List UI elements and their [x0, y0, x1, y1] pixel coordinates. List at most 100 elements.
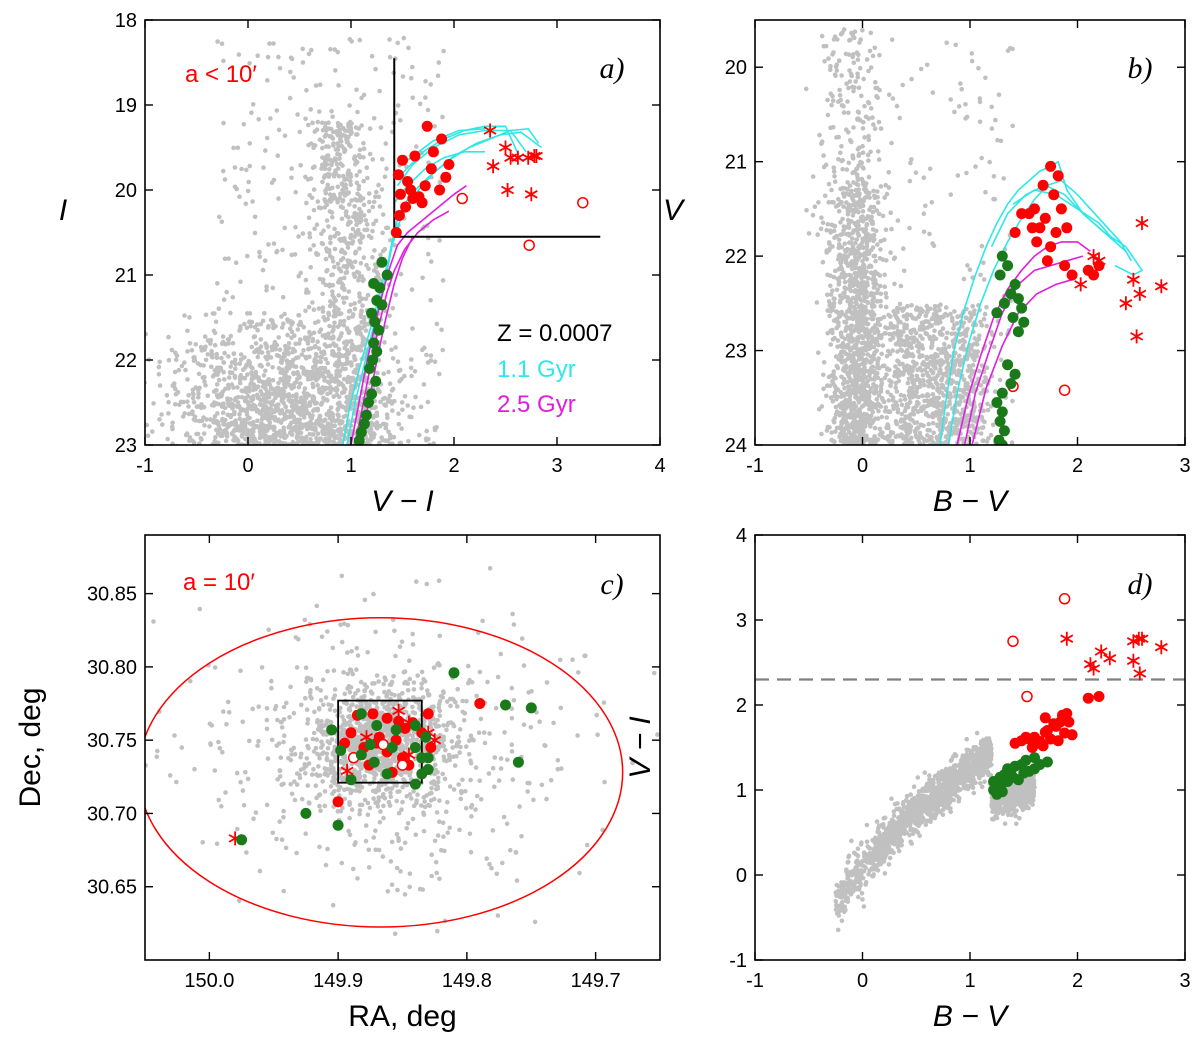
- field-star: [913, 330, 919, 336]
- field-star: [840, 216, 845, 222]
- field-star: [870, 354, 876, 360]
- field-star: [258, 378, 263, 384]
- field-star: [436, 60, 442, 65]
- field-star: [395, 103, 401, 108]
- field-star: [921, 211, 927, 216]
- field-star: [852, 439, 857, 445]
- field-star: [845, 224, 850, 230]
- field-star: [296, 408, 302, 414]
- field-star: [327, 186, 333, 192]
- field-star: [326, 449, 331, 454]
- field-star: [301, 415, 307, 420]
- star-point: [1016, 208, 1028, 220]
- field-star: [855, 71, 860, 77]
- field-star: [191, 400, 197, 405]
- field-star: [960, 343, 966, 348]
- field-star: [306, 304, 312, 310]
- field-star: [836, 58, 842, 63]
- field-star: [940, 326, 946, 331]
- field-star: [268, 317, 274, 323]
- field-star: [279, 449, 284, 454]
- field-star: [872, 126, 878, 131]
- field-star: [274, 249, 279, 255]
- field-star: [836, 99, 841, 104]
- field-star: [868, 386, 874, 391]
- field-star: [264, 343, 269, 349]
- asterisk-point: [1133, 286, 1147, 301]
- field-star: [361, 213, 367, 218]
- field-star: [230, 340, 236, 346]
- field-star: [268, 435, 274, 441]
- field-star: [405, 403, 411, 408]
- field-star: [332, 226, 337, 232]
- field-star: [384, 448, 389, 453]
- field-star: [228, 414, 233, 420]
- field-star: [827, 425, 832, 430]
- field-star: [893, 385, 898, 390]
- field-star: [905, 380, 911, 386]
- field-star: [977, 99, 983, 105]
- field-star: [830, 98, 836, 103]
- field-star: [255, 53, 260, 58]
- field-star: [320, 447, 325, 452]
- field-star: [251, 382, 257, 388]
- field-star: [873, 85, 878, 91]
- field-star: [326, 224, 331, 229]
- field-star: [945, 364, 951, 370]
- field-star: [324, 248, 330, 254]
- field-star: [842, 279, 848, 285]
- field-star: [825, 272, 830, 278]
- field-star: [879, 414, 885, 420]
- field-star: [932, 359, 938, 364]
- field-star: [271, 440, 277, 445]
- field-star: [176, 367, 182, 373]
- field-star: [980, 438, 985, 444]
- field-star: [983, 375, 988, 380]
- star-point: [1026, 222, 1038, 234]
- field-star: [318, 402, 324, 407]
- field-star: [424, 428, 430, 434]
- field-star: [843, 325, 849, 331]
- field-star: [846, 85, 851, 91]
- field-star: [359, 325, 365, 331]
- field-star: [856, 209, 861, 215]
- field-star: [370, 157, 376, 162]
- field-star: [217, 214, 222, 220]
- field-star: [891, 324, 896, 329]
- field-star: [831, 169, 837, 174]
- field-star: [932, 403, 937, 409]
- star-point: [373, 324, 385, 336]
- star-point: [1005, 378, 1017, 390]
- field-star: [182, 411, 187, 416]
- field-star: [277, 66, 283, 71]
- field-star: [212, 342, 218, 348]
- field-star: [245, 401, 251, 406]
- field-star: [266, 389, 271, 395]
- field-star: [960, 331, 966, 336]
- field-star: [241, 122, 247, 127]
- field-star: [205, 352, 211, 357]
- field-star: [911, 406, 916, 411]
- field-star: [338, 257, 344, 263]
- field-star: [387, 449, 392, 454]
- field-star: [288, 319, 293, 324]
- field-star: [296, 234, 301, 239]
- field-star: [895, 407, 901, 412]
- field-star: [314, 127, 320, 132]
- field-star: [326, 331, 331, 337]
- field-star: [884, 258, 889, 263]
- field-star: [410, 64, 415, 70]
- field-star: [933, 309, 939, 315]
- field-star: [335, 261, 341, 267]
- field-star: [295, 371, 301, 377]
- field-star: [192, 414, 198, 420]
- field-star: [277, 431, 282, 437]
- field-star: [346, 315, 351, 321]
- field-star: [865, 383, 871, 389]
- field-star: [834, 234, 839, 239]
- field-star: [348, 302, 354, 308]
- field-star: [296, 341, 302, 346]
- field-star: [224, 289, 229, 295]
- field-star: [877, 402, 882, 408]
- field-star: [920, 373, 926, 378]
